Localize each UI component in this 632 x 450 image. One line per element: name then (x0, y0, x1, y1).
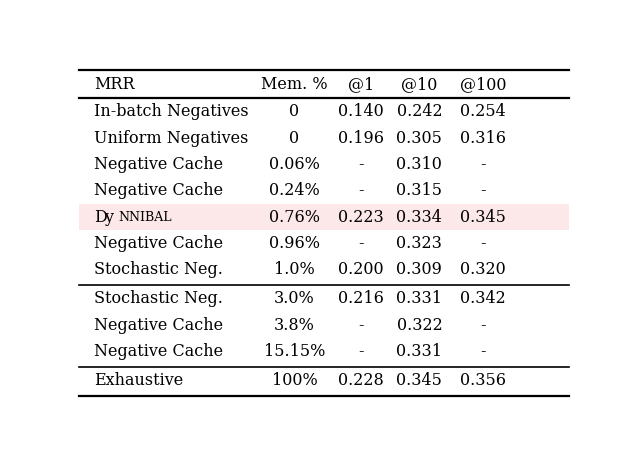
Text: 0.254: 0.254 (460, 103, 506, 120)
Text: 0.200: 0.200 (338, 261, 384, 278)
Text: @1: @1 (348, 76, 374, 93)
Text: 0.356: 0.356 (460, 372, 506, 389)
Text: Negative Cache: Negative Cache (94, 156, 223, 173)
Text: 0.223: 0.223 (337, 208, 384, 225)
Text: NNIBAL: NNIBAL (118, 211, 172, 224)
Text: 0.315: 0.315 (396, 182, 442, 199)
Text: 0.309: 0.309 (396, 261, 442, 278)
Text: -: - (480, 182, 486, 199)
Text: -: - (480, 343, 486, 360)
Bar (79, 204, 569, 230)
Text: -: - (358, 235, 363, 252)
Text: Negative Cache: Negative Cache (94, 182, 223, 199)
Text: 0.331: 0.331 (396, 343, 442, 360)
Text: 0.334: 0.334 (396, 208, 442, 225)
Text: -: - (358, 343, 363, 360)
Text: 0.76%: 0.76% (269, 208, 320, 225)
Text: Stochastic Neg.: Stochastic Neg. (94, 290, 222, 307)
Text: 0.342: 0.342 (460, 290, 506, 307)
Text: -: - (480, 235, 486, 252)
Text: -: - (358, 182, 363, 199)
Text: 0.316: 0.316 (460, 130, 506, 147)
Text: 0.331: 0.331 (396, 290, 442, 307)
Text: -: - (480, 156, 486, 173)
Text: 0.242: 0.242 (397, 103, 442, 120)
Text: Stochastic Neg.: Stochastic Neg. (94, 261, 222, 278)
Text: 15.15%: 15.15% (264, 343, 325, 360)
Text: @100: @100 (460, 76, 506, 93)
Text: 3.8%: 3.8% (274, 317, 315, 333)
Text: MRR: MRR (94, 76, 135, 93)
Text: -: - (358, 156, 363, 173)
Text: 0.196: 0.196 (337, 130, 384, 147)
Text: Uniform Negatives: Uniform Negatives (94, 130, 248, 147)
Text: 0: 0 (289, 103, 300, 120)
Text: D: D (94, 208, 106, 225)
Text: 0.06%: 0.06% (269, 156, 320, 173)
Text: 0.305: 0.305 (396, 130, 442, 147)
Text: 0.322: 0.322 (396, 317, 442, 333)
Text: 0.24%: 0.24% (269, 182, 320, 199)
Text: y: y (104, 208, 114, 225)
Text: Mem. %: Mem. % (261, 76, 328, 93)
Text: 1.0%: 1.0% (274, 261, 315, 278)
Text: 100%: 100% (272, 372, 317, 389)
Text: Negative Cache: Negative Cache (94, 317, 223, 333)
Text: 0.320: 0.320 (460, 261, 506, 278)
Text: Exhaustive: Exhaustive (94, 372, 183, 389)
Text: 0.140: 0.140 (337, 103, 384, 120)
Text: 0.310: 0.310 (396, 156, 442, 173)
Text: 0.323: 0.323 (396, 235, 442, 252)
Text: 0.96%: 0.96% (269, 235, 320, 252)
Text: 3.0%: 3.0% (274, 290, 315, 307)
Text: 0.228: 0.228 (337, 372, 384, 389)
Text: Negative Cache: Negative Cache (94, 343, 223, 360)
Text: 0.345: 0.345 (460, 208, 506, 225)
Text: -: - (358, 317, 363, 333)
Text: In-batch Negatives: In-batch Negatives (94, 103, 248, 120)
Text: @10: @10 (401, 76, 437, 93)
Text: 0.345: 0.345 (396, 372, 442, 389)
Text: -: - (480, 317, 486, 333)
Text: 0: 0 (289, 130, 300, 147)
Text: Negative Cache: Negative Cache (94, 235, 223, 252)
Text: 0.216: 0.216 (337, 290, 384, 307)
